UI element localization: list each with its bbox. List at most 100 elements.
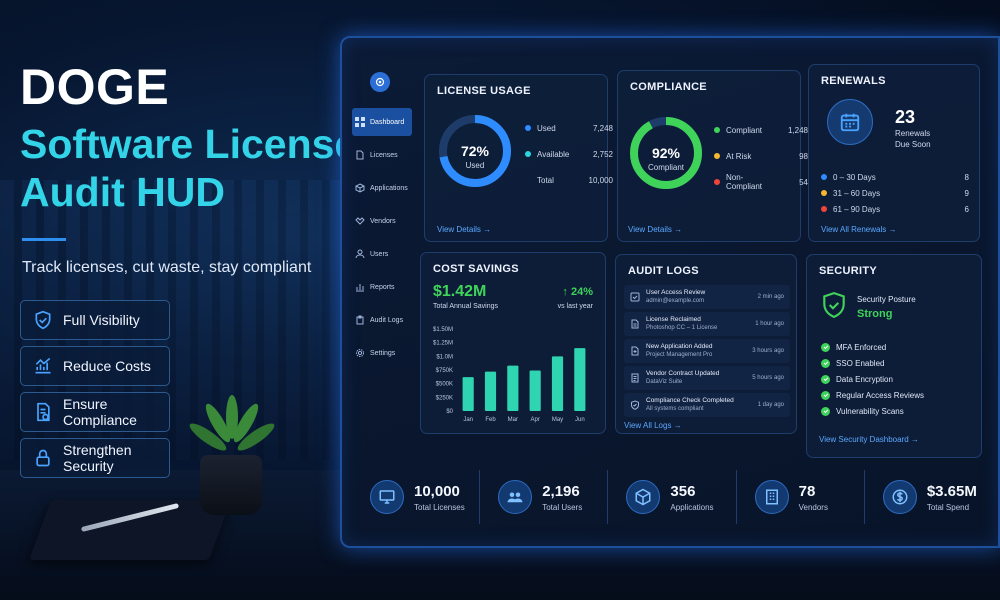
dollar-icon: [892, 489, 908, 505]
y-tick-label: $750K: [436, 368, 453, 374]
audit-log-entry[interactable]: License Reclaimed Photoshop CC – 1 Licens…: [624, 312, 790, 336]
feature-label: Reduce Costs: [63, 358, 151, 374]
license-view-details-link[interactable]: View Details →: [437, 225, 492, 234]
y-tick-label: $1.0M: [436, 354, 453, 360]
security-posture-label: Security Posture: [857, 295, 916, 304]
sidebar: Dashboard Licenses Applications Vendors …: [352, 72, 412, 372]
sidebar-item-vendors[interactable]: Vendors: [352, 207, 412, 235]
cube-icon: [355, 183, 365, 193]
compliance-card: COMPLIANCE 92% Compliant Compliant 1,248 …: [617, 70, 808, 242]
feature-label: Ensure Compliance: [63, 396, 137, 428]
check-icon: [821, 358, 830, 368]
view-all-renewals-link[interactable]: View All Renewals →: [821, 225, 897, 234]
monitor-icon: [379, 490, 395, 504]
shield-check-icon: [823, 292, 845, 319]
audit-log-entry[interactable]: New Application Added Project Management …: [624, 339, 790, 363]
feature-ensure-compliance[interactable]: Ensure Compliance: [20, 392, 170, 432]
plant: [186, 395, 280, 465]
x-tick-label: May: [552, 417, 563, 423]
cost-savings-amount-label: Total Annual Savings: [433, 303, 498, 310]
calendar-icon: [840, 113, 860, 132]
renewals-count-label-1: Renewals: [895, 129, 931, 138]
audit-log-list: User Access Review admin@example.com 2 mi…: [624, 285, 790, 420]
legend-dot: [525, 125, 531, 131]
legend-row-total: Total 10,000: [537, 175, 613, 185]
stat-total-spend[interactable]: $3.65M Total Spend: [865, 470, 992, 524]
sidebar-item-audit-logs[interactable]: Audit Logs: [352, 306, 412, 334]
plus-document-icon: [631, 346, 639, 356]
sidebar-item-label: Reports: [370, 283, 395, 291]
stat-value: 78: [798, 482, 816, 500]
card-title: COMPLIANCE: [630, 81, 707, 93]
feature-full-visibility[interactable]: Full Visibility: [20, 300, 170, 340]
audit-log-entry[interactable]: Vendor Contract Updated DataViz Suite 5 h…: [624, 366, 790, 390]
y-tick-label: $1.25M: [433, 341, 453, 347]
legend-row-used: Used 7,248: [525, 115, 613, 141]
trend-up-icon: [35, 357, 51, 374]
security-item: MFA Enforced: [821, 339, 924, 355]
chart-icon: [356, 284, 364, 292]
users-icon: [507, 492, 523, 503]
hero-tagline: Track licenses, cut waste, stay complian…: [22, 259, 312, 276]
audit-log-entry[interactable]: User Access Review admin@example.com 2 mi…: [624, 285, 790, 309]
card-title: SECURITY: [819, 265, 878, 277]
stat-vendors[interactable]: 78 Vendors: [737, 470, 865, 524]
sidebar-item-label: Users: [370, 250, 389, 258]
sidebar-item-users[interactable]: Users: [352, 240, 412, 268]
y-tick-label: $0: [446, 409, 453, 415]
sidebar-item-settings[interactable]: Settings: [352, 339, 412, 367]
bar-apr: [529, 370, 541, 411]
audit-log-entry[interactable]: Compliance Check Completed All systems co…: [624, 393, 790, 417]
dashboard-monitor: Dashboard Licenses Applications Vendors …: [340, 36, 1000, 548]
user-check-icon: [630, 292, 640, 302]
sidebar-item-applications[interactable]: Applications: [352, 174, 412, 202]
license-usage-legend: Used 7,248 Available 2,752 Total 10,000: [525, 115, 613, 193]
clipboard-icon: [356, 315, 364, 325]
feature-reduce-costs[interactable]: Reduce Costs: [20, 346, 170, 386]
stat-total-users[interactable]: 2,196 Total Users: [480, 470, 609, 524]
sidebar-item-label: Dashboard: [370, 118, 405, 126]
notebook: [29, 500, 231, 560]
stat-value: 356: [670, 482, 696, 500]
stat-label: Total Spend: [926, 502, 970, 512]
cost-savings-change: ↑ 24%: [562, 286, 593, 298]
hero-subtitle-line-2: Audit HUD: [20, 169, 225, 215]
license-usage-percent: 72%: [460, 143, 490, 159]
check-icon: [821, 390, 830, 400]
x-tick-label: Mar: [508, 417, 518, 423]
security-checklist: MFA Enforced SSO Enabled Data Encryption…: [821, 339, 924, 419]
contract-icon: [631, 373, 639, 383]
card-title: LICENSE USAGE: [437, 85, 531, 97]
renewals-card: RENEWALS 23 Renewals Due Soon 0 – 30 Day…: [808, 64, 980, 242]
stat-value: 10,000: [414, 482, 460, 500]
sidebar-item-label: Licenses: [370, 151, 398, 159]
sidebar-item-label: Vendors: [370, 217, 396, 225]
renewals-count: 23: [895, 107, 916, 127]
security-item: Vulnerability Scans: [821, 403, 924, 419]
shield-check-icon: [631, 400, 639, 410]
stat-applications[interactable]: 356 Applications: [608, 470, 737, 524]
app-logo-icon[interactable]: [370, 72, 390, 92]
document-icon: [356, 150, 364, 160]
grid-icon: [355, 117, 365, 127]
security-item: Data Encryption: [821, 371, 924, 387]
feature-list: Full Visibility Reduce Costs Ensure Comp…: [20, 300, 170, 484]
sidebar-item-licenses[interactable]: Licenses: [352, 141, 412, 169]
cost-savings-card: COST SAVINGS $1.42M Total Annual Savings…: [420, 252, 606, 434]
plant-pot: [200, 455, 262, 515]
security-posture-value: Strong: [857, 308, 893, 320]
check-icon: [821, 374, 830, 384]
sidebar-item-label: Settings: [370, 349, 396, 357]
document-icon: [631, 319, 639, 329]
lock-icon: [36, 449, 50, 467]
stat-total-licenses[interactable]: 10,000 Total Licenses: [352, 470, 481, 524]
compliance-view-details-link[interactable]: View Details →: [628, 225, 683, 234]
view-all-logs-link[interactable]: View All Logs →: [624, 421, 682, 430]
feature-strengthen-security[interactable]: Strengthen Security: [20, 438, 170, 478]
handshake-icon: [355, 217, 365, 225]
license-usage-donut: [439, 115, 511, 187]
check-icon: [821, 342, 830, 352]
sidebar-item-reports[interactable]: Reports: [352, 273, 412, 301]
view-security-dashboard-link[interactable]: View Security Dashboard →: [819, 435, 919, 444]
sidebar-item-dashboard[interactable]: Dashboard: [352, 108, 412, 136]
